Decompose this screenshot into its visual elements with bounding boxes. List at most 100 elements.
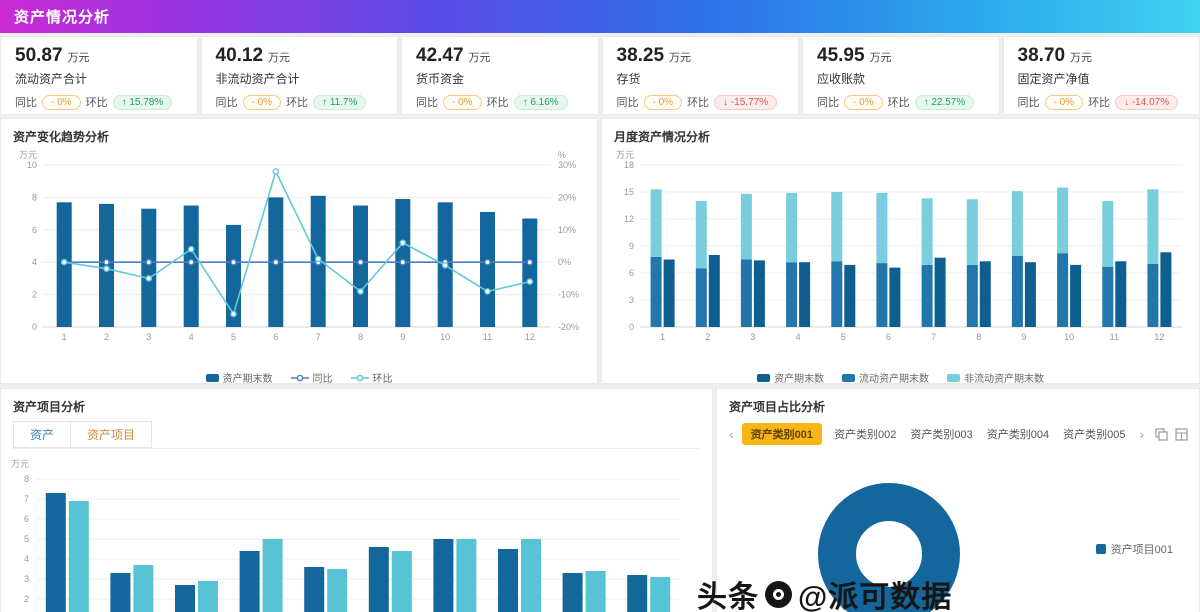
app-header: 资产情况分析: [0, 0, 1200, 33]
tabs-scroll-left-icon[interactable]: ‹: [729, 426, 734, 442]
kpi-row: 50.87 万元 流动资产合计 同比 - 0% 环比 ↑ 15.78% 40.12 万元 非流动资…: [0, 36, 1200, 115]
svg-text:6: 6: [32, 225, 37, 235]
monthly-chart[interactable]: 0 3 6 9 12 15 18 万元 1 2 3 4 5 6 7 8 9 10 11 12: [602, 147, 1199, 370]
mom-badge: ↓ -15.77%: [714, 94, 778, 110]
svg-text:2: 2: [32, 290, 37, 300]
kpi-label: 流动资产合计: [15, 72, 88, 86]
svg-text:5: 5: [24, 534, 29, 544]
svg-text:-10%: -10%: [558, 290, 579, 300]
trend-chart[interactable]: 0 2 4 6 8 10 -20% -10% 0% 10% 20% 30% 万元% 1 2 3 4 5 6 7 8 9 10…: [1, 147, 597, 370]
svg-text:万元: 万元: [616, 150, 634, 160]
kpi-value-line: 38.70 万元: [1018, 45, 1186, 67]
svg-text:0: 0: [32, 322, 37, 332]
category-tab-2[interactable]: 资产类别002: [834, 429, 897, 441]
kpi-label: 非流动资产合计: [215, 72, 300, 86]
yoy-label: 同比: [817, 97, 839, 109]
monthly-chart-card: 月度资产情况分析 0 3 6 9 12 15 18 万元 1 2 3 4 5 6 7 8 9 10 11 12 资产期…: [601, 118, 1200, 384]
kpi-value-line: 38.25 万元: [617, 45, 785, 67]
svg-text:10%: 10%: [558, 225, 576, 235]
svg-text:1: 1: [660, 332, 665, 342]
kpi-badges: 同比 - 0% 环比 ↑ 22.57%: [817, 94, 985, 110]
yoy-badge: - 0%: [242, 94, 282, 110]
yoy-label: 同比: [15, 97, 37, 109]
svg-text:6: 6: [24, 514, 29, 524]
legend-item[interactable]: 资产期末数: [757, 370, 824, 383]
category-tab-4[interactable]: 资产类别004: [986, 429, 1050, 441]
project-tabs: 资产 资产项目: [13, 421, 700, 449]
svg-text:11: 11: [483, 332, 492, 342]
svg-text:7: 7: [316, 332, 321, 342]
svg-text:万元: 万元: [19, 150, 37, 160]
kpi-label: 固定资产净值: [1017, 72, 1090, 86]
legend-item[interactable]: 环比: [350, 370, 393, 383]
table-view-icon[interactable]: [1174, 427, 1189, 442]
kpi-value: 38.25: [616, 45, 665, 66]
kpi-label: 货币资金: [416, 72, 465, 86]
svg-text:12: 12: [1154, 332, 1164, 342]
category-tab-3[interactable]: 资产类别003: [910, 429, 973, 441]
legend-item[interactable]: 流动资产期末数: [842, 370, 929, 383]
yoy-badge: - 0%: [443, 94, 482, 110]
svg-text:3: 3: [629, 295, 634, 305]
kpi-unit: 万元: [1070, 52, 1093, 64]
svg-text:8: 8: [32, 192, 37, 202]
kpi-unit: 万元: [869, 52, 892, 64]
svg-text:7: 7: [24, 494, 29, 504]
mom-badge: ↑ 15.78%: [112, 94, 173, 110]
svg-text:2: 2: [104, 332, 109, 342]
svg-text:9: 9: [400, 332, 405, 342]
legend-item[interactable]: 非流动资产期末数: [947, 370, 1044, 383]
kpi-value-line: 45.95 万元: [817, 45, 985, 67]
svg-text:8: 8: [24, 474, 29, 484]
kpi-unit: 万元: [67, 52, 90, 64]
svg-text:5: 5: [231, 332, 236, 342]
kpi-label: 应收账款: [817, 72, 866, 86]
donut-chart[interactable]: [717, 469, 1199, 612]
category-tab-5[interactable]: 资产类别005: [1063, 429, 1126, 441]
svg-text:15: 15: [624, 187, 634, 197]
watermark-handle: @派可数据: [798, 581, 953, 612]
svg-text:9: 9: [629, 241, 634, 251]
svg-text:4: 4: [24, 554, 29, 564]
svg-text:6: 6: [273, 332, 278, 342]
kpi-unit: 万元: [268, 52, 291, 64]
kpi-card-2: 40.12 万元 非流动资产合计 同比 - 0% 环比 ↑ 11.7%: [200, 36, 398, 115]
yoy-badge: - 0%: [42, 94, 81, 110]
svg-text:11: 11: [1110, 332, 1119, 342]
mom-label: 环比: [286, 97, 309, 109]
proportion-chart-card: 资产项目占比分析 ‹ 资产类别001 资产类别002 资产类别003 资产类别004 资…: [716, 388, 1200, 612]
yoy-label: 同比: [215, 97, 238, 109]
legend-item[interactable]: 资产期末数: [205, 370, 273, 383]
svg-text:4: 4: [189, 332, 194, 342]
svg-text:0%: 0%: [558, 257, 571, 267]
svg-text:-20%: -20%: [558, 322, 579, 332]
kpi-value-line: 42.47 万元: [416, 45, 584, 67]
legend-item[interactable]: 同比: [290, 370, 333, 383]
monthly-chart-title: 月度资产情况分析: [614, 130, 711, 144]
project-tab-2[interactable]: 资产项目: [70, 421, 153, 448]
tabs-scroll-right-icon[interactable]: ›: [1139, 426, 1144, 442]
svg-text:10: 10: [1064, 332, 1074, 342]
svg-text:2: 2: [705, 332, 710, 342]
project-chart[interactable]: 012345678万元: [1, 455, 712, 612]
kpi-badges: 同比 - 0% 环比 ↑ 15.78%: [15, 94, 183, 110]
category-tab-1[interactable]: 资产类别001: [741, 423, 823, 445]
kpi-value: 38.70: [1017, 45, 1066, 66]
kpi-unit: 万元: [468, 52, 491, 64]
trend-chart-card: 资产变化趋势分析 0 2 4 6 8 10 -20% -10% 0% 10% 20% 30% 万元% 1 2…: [0, 118, 598, 384]
legend-item[interactable]: 资产项目001: [1095, 541, 1173, 557]
kpi-card-5: 45.95 万元应收账款同比 - 0% 环比 ↑ 22.57%: [802, 36, 1000, 115]
yoy-label: 同比: [416, 97, 438, 109]
view-switch-icon[interactable]: [1154, 427, 1169, 442]
pie-legend: 资产项目001: [1095, 541, 1173, 557]
mom-label: 环比: [887, 97, 910, 109]
mom-badge: ↑ 6.16%: [513, 94, 568, 110]
watermark-brand: 头条: [697, 581, 759, 612]
kpi-card-3: 42.47 万元 货币资金 同比 - 0% 环比 ↑ 6.16%: [401, 36, 599, 115]
svg-text:3: 3: [24, 574, 29, 584]
trend-chart-title: 资产变化趋势分析: [13, 130, 110, 144]
project-tab-1[interactable]: 资产: [13, 421, 72, 448]
kpi-card-4: 38.25 万元 存货 同比 - 0% 环比 ↓ -15.77%: [601, 36, 799, 115]
kpi-badges: 同比 - 0% 环比 ↓ -14.07%: [1018, 94, 1186, 110]
